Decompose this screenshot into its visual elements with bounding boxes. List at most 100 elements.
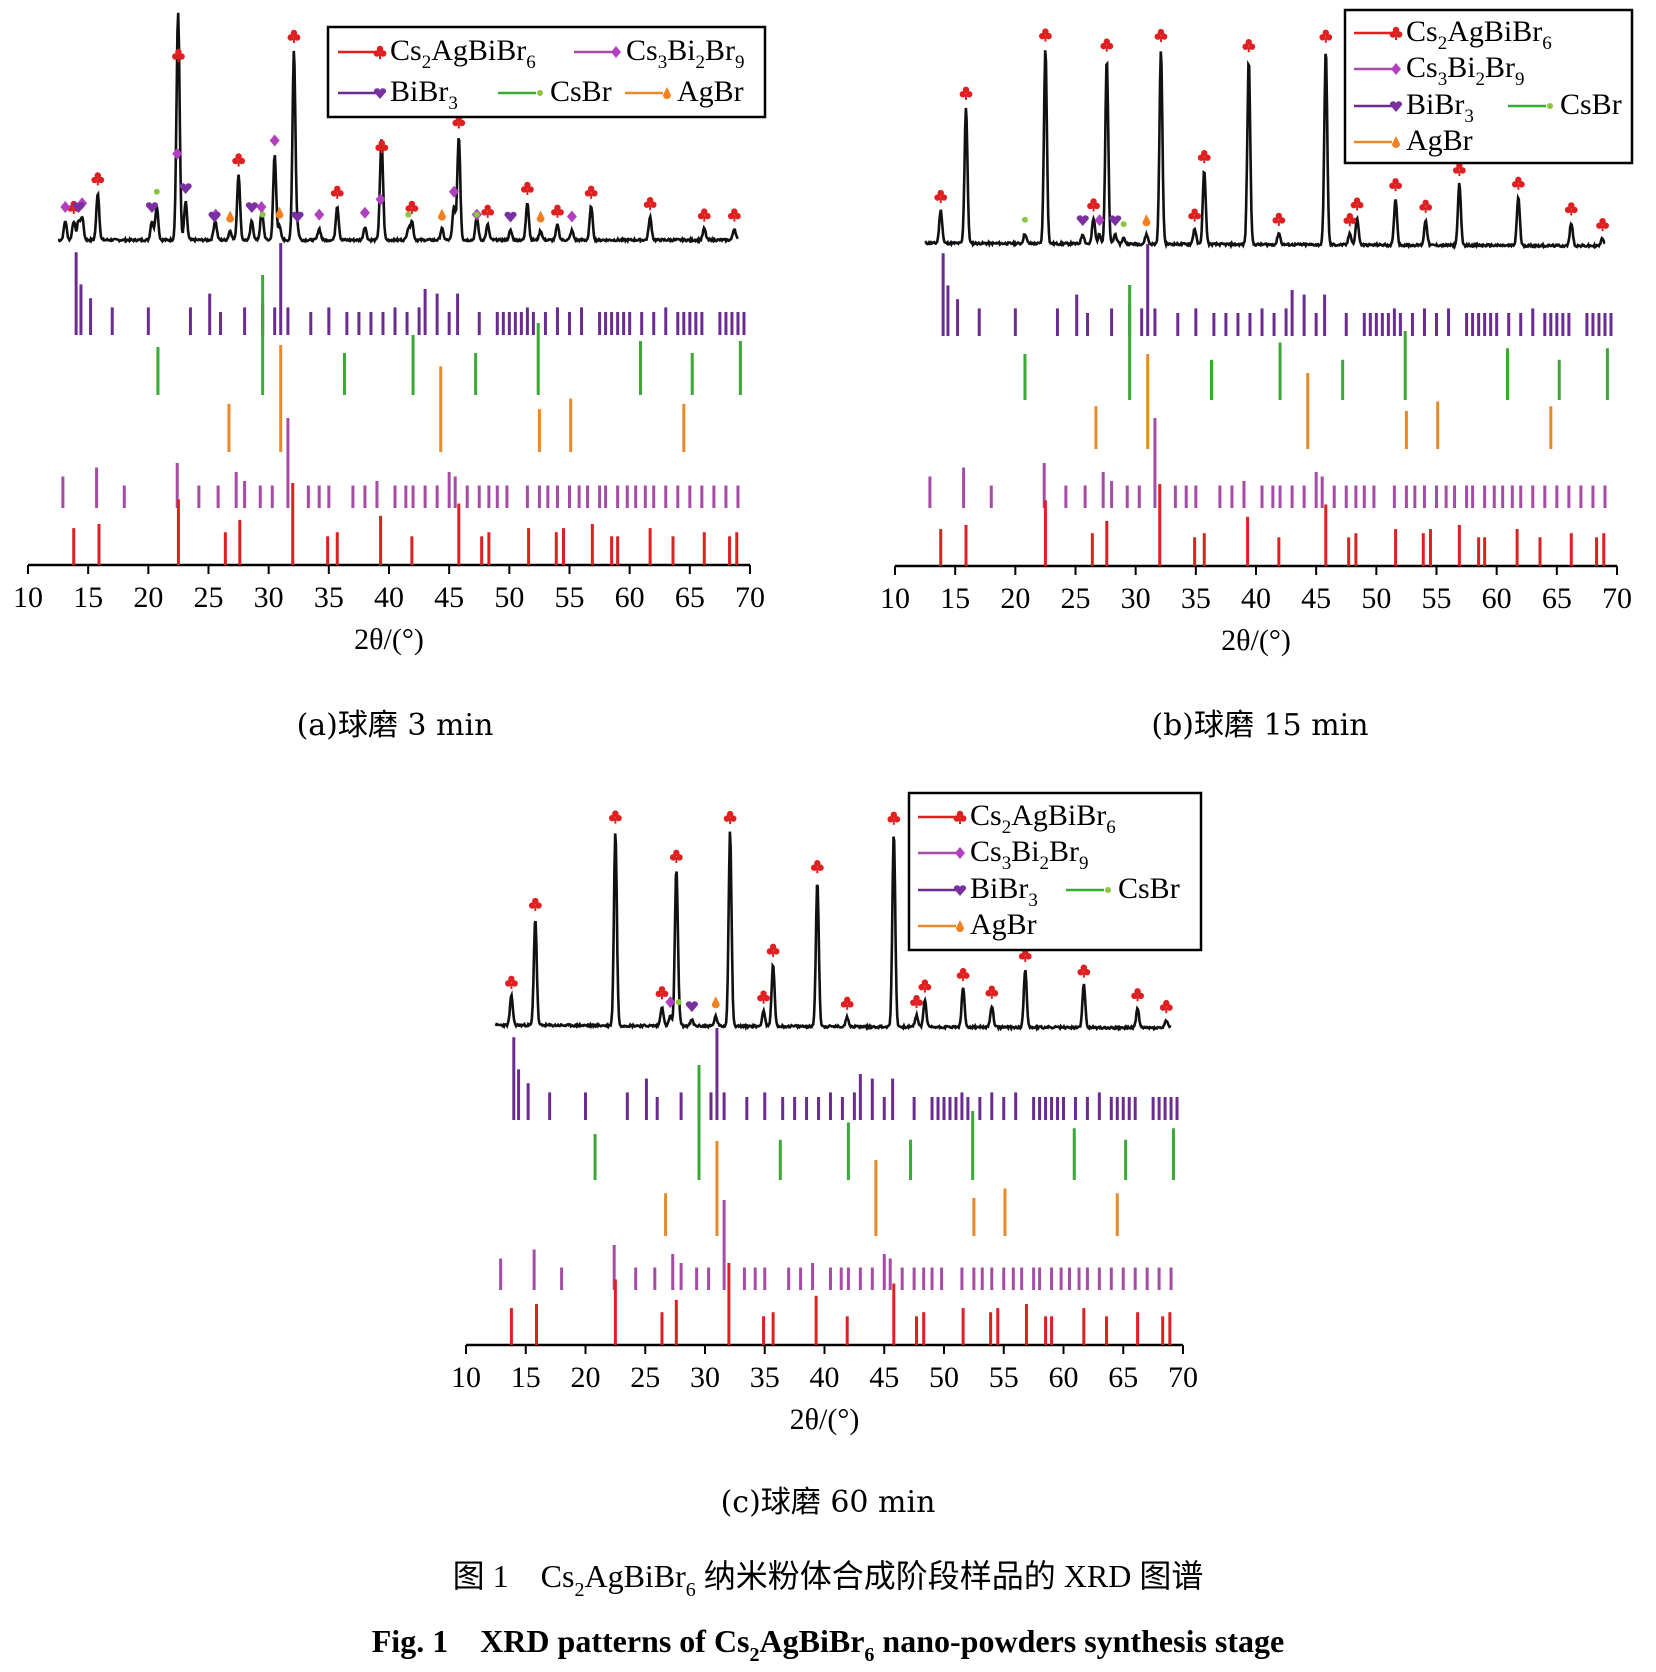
peak-marker-cs2agbibr6-d bbox=[1517, 184, 1520, 190]
peak-marker-cs2agbibr6-d bbox=[1193, 216, 1196, 222]
peak-marker-cs2agbibr6-d bbox=[177, 57, 180, 62]
peak-marker-cs2agbibr6-b bbox=[773, 948, 780, 955]
peak-marker-cs2agbibr6-d bbox=[1044, 36, 1047, 42]
x-axis-label: 2θ/(°) bbox=[790, 1403, 860, 1436]
peak-marker-cs2agbibr6-b bbox=[293, 34, 301, 41]
peak-marker-cs2agbibr6 bbox=[959, 91, 966, 98]
peak-marker-cs2agbibr6-c bbox=[658, 986, 666, 993]
peak-marker-cs2agbibr6-c bbox=[408, 200, 416, 208]
peak-marker-cs2agbibr6-d bbox=[1203, 158, 1206, 164]
peak-marker-cs2agbibr6 bbox=[1242, 43, 1249, 50]
peak-marker-cs2agbibr6 bbox=[232, 157, 239, 165]
x-tick-label: 60 bbox=[1482, 582, 1512, 615]
peak-marker-cs2agbibr6-b bbox=[1602, 222, 1609, 229]
x-tick-label: 25 bbox=[630, 1361, 660, 1394]
peak-marker-cs2agbibr6-d bbox=[556, 212, 559, 218]
peak-marker-cs2agbibr6-c bbox=[769, 943, 777, 951]
peak-marker-cs2agbibr6 bbox=[330, 190, 338, 197]
peak-marker-cs2agbibr6-d bbox=[675, 857, 678, 863]
caption-a: (a)球磨 3 min bbox=[297, 708, 494, 743]
peak-marker-cs2agbibr6-d bbox=[733, 216, 736, 222]
peak-marker-cs2agbibr6 bbox=[375, 144, 382, 151]
peak-marker-cs2agbibr6-d bbox=[1324, 37, 1327, 43]
peak-marker-cs2agbibr6-c bbox=[1353, 197, 1361, 204]
x-axis-label: 2θ/(°) bbox=[1221, 624, 1291, 657]
figure-caption-en: Fig. 1 XRD patterns of Cs2AgBiBr6 nano-p… bbox=[372, 1623, 1284, 1666]
legend-label-AgBr: AgBr bbox=[970, 908, 1037, 941]
peak-marker-cs2agbibr6 bbox=[452, 119, 459, 127]
peak-marker-cs2agbibr6 bbox=[608, 814, 616, 822]
peak-marker-cs2agbibr6-b bbox=[1093, 202, 1100, 210]
peak-marker-cs2agbibr6-c bbox=[890, 811, 898, 818]
peak-marker-cs2agbibr6-c bbox=[962, 86, 970, 93]
peak-marker-cs2agbibr6-d bbox=[703, 216, 706, 222]
caption-b: (b)球磨 15 min bbox=[1151, 708, 1368, 743]
peak-marker-cs2agbibr6-d bbox=[964, 94, 967, 100]
peak-marker-cs2agbibr6 bbox=[1564, 206, 1572, 214]
peak-marker-cs2agbibr6-d bbox=[457, 123, 460, 129]
peak-marker-cs2agbibr6-b bbox=[847, 1001, 854, 1008]
peak-marker-cs2agbibr6-b bbox=[1045, 32, 1052, 40]
legend-marker-Cs2AgBiBr6 bbox=[953, 815, 960, 822]
legend-marker-Cs2AgBiBr6-c bbox=[956, 810, 964, 818]
peak-marker-cs2agbibr6-b bbox=[238, 157, 245, 165]
caption-c: (c)球磨 60 min bbox=[721, 1485, 936, 1520]
peak-marker-cs2agbibr6-c bbox=[1245, 39, 1252, 46]
peak-marker-cs2agbibr6-d bbox=[1159, 37, 1162, 43]
x-tick-label: 55 bbox=[989, 1361, 1019, 1394]
peak-marker-cs2agbibr6-c bbox=[1275, 212, 1283, 220]
legend-marker-BiBr3 bbox=[1389, 101, 1403, 112]
legend-marker-Cs2AgBiBr6-b bbox=[960, 815, 967, 822]
peak-marker-cs2agbibr6-d bbox=[526, 190, 529, 195]
peak-marker-cs2agbibr6 bbox=[985, 990, 992, 997]
peak-marker-cs3bi2br9 bbox=[269, 134, 280, 147]
peak-marker-cs2agbibr6 bbox=[1039, 32, 1046, 40]
legend-marker-CsBr bbox=[537, 90, 543, 96]
peak-marker-cs2agbibr6-b bbox=[527, 186, 534, 193]
peak-marker-cs2agbibr6-c bbox=[554, 204, 561, 211]
peak-marker-agbr bbox=[226, 210, 235, 223]
x-tick-label: 65 bbox=[675, 581, 705, 614]
peak-marker-cs2agbibr6-b bbox=[1160, 33, 1168, 40]
peak-marker-cs2agbibr6-c bbox=[760, 990, 767, 997]
peak-marker-cs2agbibr6-c bbox=[1599, 217, 1606, 225]
legend-marker-AgBr bbox=[1392, 136, 1400, 148]
legend-marker-Cs2AgBiBr6-d bbox=[379, 54, 381, 59]
peak-marker-agbr bbox=[275, 206, 284, 219]
legend-label-BiBr3: BiBr3 bbox=[390, 75, 458, 114]
x-tick-label: 60 bbox=[615, 581, 645, 614]
peak-marker-cs2agbibr6-c bbox=[1191, 208, 1198, 215]
x-tick-label: 45 bbox=[869, 1361, 899, 1394]
peak-marker-cs2agbibr6 bbox=[287, 34, 294, 41]
legend-label-BiBr3: BiBr3 bbox=[1406, 88, 1474, 127]
x-axis-label: 2θ/(°) bbox=[354, 623, 424, 656]
peak-marker-cs3bi2br9 bbox=[448, 185, 459, 198]
peak-marker-cs2agbibr6-d bbox=[1277, 220, 1280, 226]
xrd-pattern-line bbox=[57, 12, 739, 245]
legend-label-Cs2AgBiBr6: Cs2AgBiBr6 bbox=[390, 34, 536, 73]
peak-marker-cs2agbibr6-d bbox=[292, 38, 295, 43]
peak-marker-cs2agbibr6-d bbox=[923, 987, 926, 993]
peak-marker-cs2agbibr6-d bbox=[660, 994, 663, 1000]
peak-marker-cs2agbibr6-b bbox=[615, 814, 622, 822]
x-tick-label: 70 bbox=[1168, 1361, 1198, 1394]
peak-marker-csbr bbox=[1120, 221, 1127, 228]
peak-marker-cs2agbibr6-b bbox=[650, 201, 657, 208]
peak-marker-cs2agbibr6-b bbox=[458, 119, 466, 127]
peak-marker-cs2agbibr6 bbox=[1452, 167, 1460, 174]
peak-marker-cs2agbibr6-b bbox=[676, 854, 683, 861]
peak-marker-cs2agbibr6 bbox=[1077, 968, 1084, 976]
peak-marker-cs2agbibr6-c bbox=[524, 181, 531, 189]
peak-marker-cs2agbibr6 bbox=[643, 201, 651, 208]
peak-marker-cs2agbibr6-d bbox=[534, 906, 537, 912]
legend-marker-Cs2AgBiBr6 bbox=[373, 50, 380, 57]
x-tick-label: 60 bbox=[1049, 1361, 1079, 1394]
peak-marker-cs2agbibr6-c bbox=[612, 810, 619, 817]
peak-marker-cs2agbibr6-d bbox=[772, 951, 775, 957]
x-tick-label: 35 bbox=[750, 1361, 780, 1394]
peak-marker-cs2agbibr6 bbox=[766, 948, 774, 955]
peak-marker-cs2agbibr6-c bbox=[959, 967, 967, 975]
legend-label-Cs3Bi2Br9: Cs3Bi2Br9 bbox=[626, 34, 745, 73]
peak-marker-csbr bbox=[1021, 216, 1028, 223]
legend-marker-Cs2AgBiBr6-c bbox=[376, 45, 384, 53]
